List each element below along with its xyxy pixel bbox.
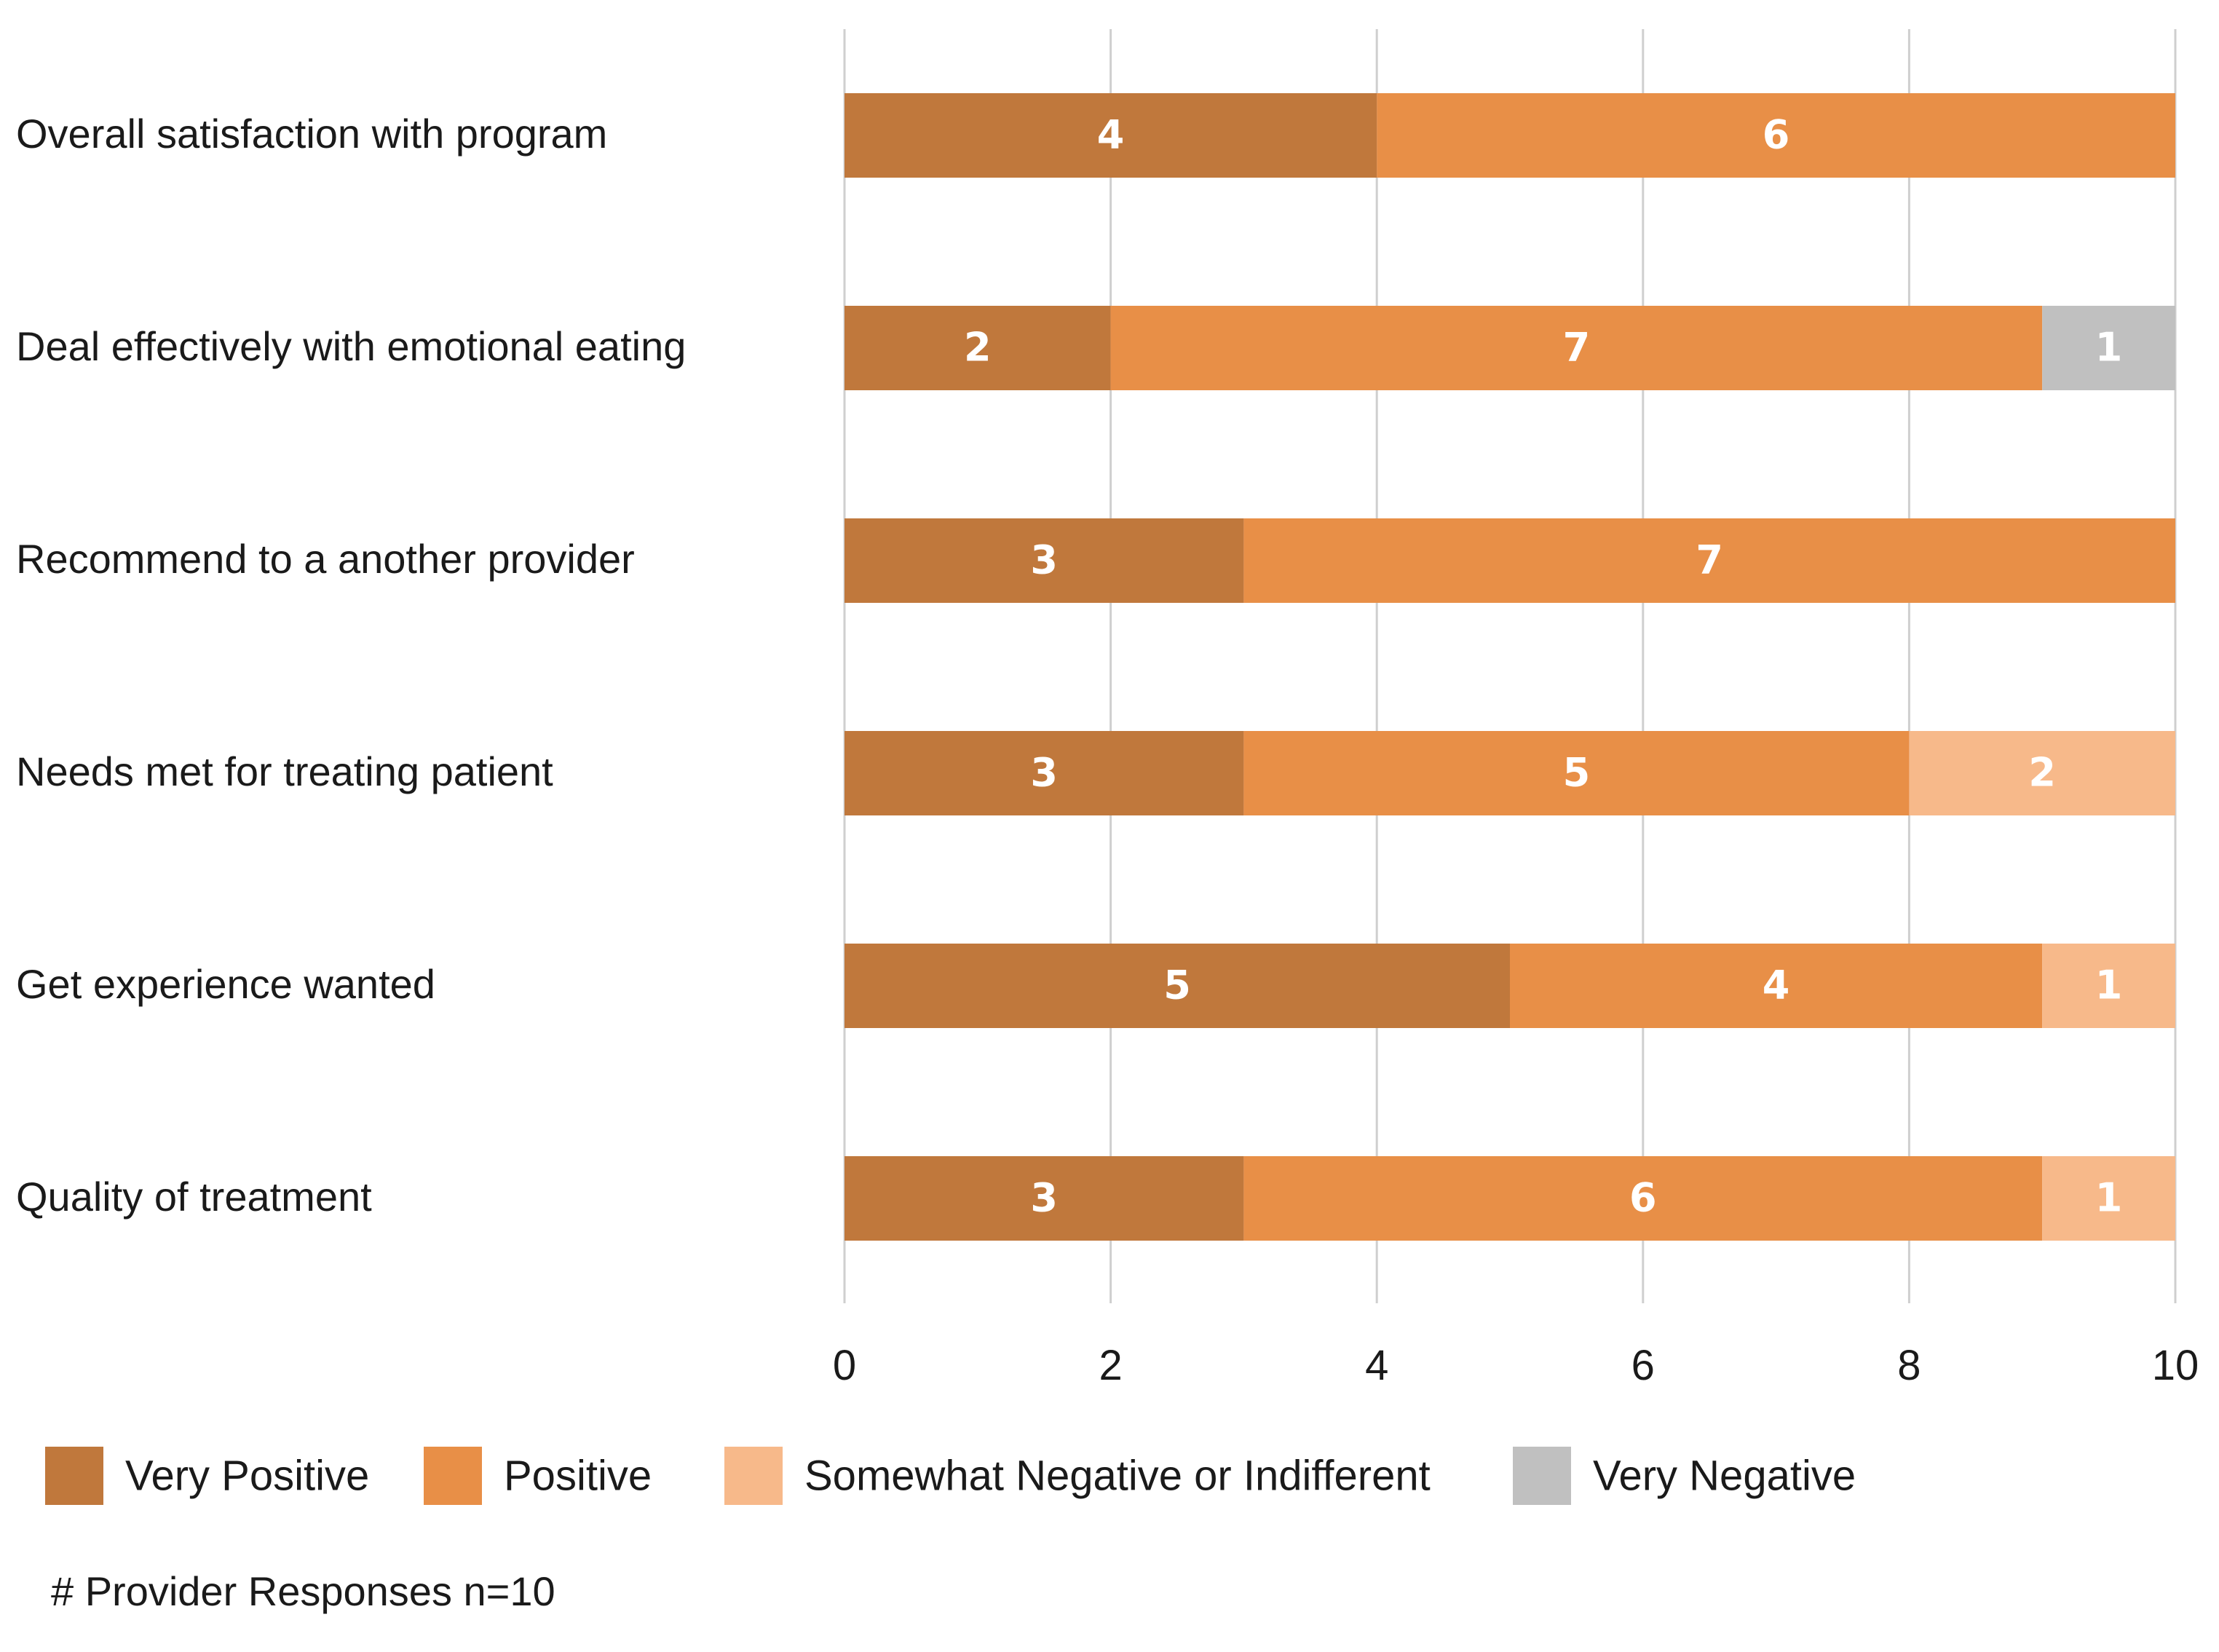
- data-label-very-positive: 3: [1030, 750, 1058, 796]
- bar-segment-somewhat-negative-or-indifferent: [2042, 1156, 2175, 1241]
- x-tick-label-8: 8: [1897, 1342, 1921, 1389]
- bar-segment-positive: [1110, 306, 2043, 390]
- data-label-positive: 6: [1629, 1175, 1657, 1221]
- bar-segment-very-positive: [845, 306, 1111, 390]
- data-label-very-positive: 2: [964, 325, 992, 371]
- x-tick-label-2: 2: [1099, 1342, 1122, 1389]
- data-label-somewhat-negative-or-indifferent: 2: [2028, 750, 2056, 796]
- data-label-very-positive: 3: [1030, 1175, 1058, 1221]
- bar-segment-very-negative: [2042, 306, 2175, 390]
- bars: 4 6 2 7 1 3 7 3 5 2 5 4 1 3 6 1: [845, 93, 2175, 1241]
- category-label: Deal effectively with emotional eating: [16, 323, 686, 369]
- x-tick-label-4: 4: [1365, 1342, 1388, 1389]
- bar-segment-positive: [1243, 1156, 2043, 1241]
- data-label-very-negative: 1: [2095, 325, 2123, 371]
- x-axis-ticks: 0 2 4 6 8 10: [833, 1342, 2199, 1389]
- category-label: Quality of treatment: [16, 1174, 372, 1220]
- category-label: Overall satisfaction with program: [16, 111, 607, 157]
- bar-segment-positive: [1377, 93, 2175, 178]
- bar-segment-very-positive: [845, 1156, 1244, 1241]
- category-label: Recommend to a another provider: [16, 536, 635, 582]
- bar-segment-positive: [1243, 518, 2175, 603]
- legend-label-very-negative: Very Negative: [1593, 1452, 1856, 1499]
- category-label: Get experience wanted: [16, 961, 435, 1007]
- legend-label-somewhat-negative-or-indifferent: Somewhat Negative or Indifferent: [804, 1452, 1431, 1499]
- data-label-very-positive: 3: [1030, 537, 1058, 583]
- legend-swatch-very-positive: [45, 1447, 103, 1505]
- data-label-somewhat-negative-or-indifferent: 1: [2095, 1175, 2123, 1221]
- bar-segment-very-positive: [845, 944, 1510, 1028]
- data-label-very-positive: 4: [1097, 112, 1125, 158]
- data-label-positive: 5: [1563, 750, 1591, 796]
- bar-segment-positive: [1243, 731, 1910, 815]
- legend-label-very-positive: Very Positive: [125, 1452, 369, 1499]
- gridlines: [843, 29, 2177, 1303]
- bar-segment-positive: [1510, 944, 2043, 1028]
- bar-segment-very-positive: [845, 731, 1244, 815]
- data-label-positive: 4: [1763, 963, 1790, 1008]
- data-label-somewhat-negative-or-indifferent: 1: [2095, 963, 2123, 1008]
- x-tick-label-10: 10: [2152, 1342, 2199, 1389]
- data-label-very-positive: 5: [1163, 963, 1191, 1008]
- legend-label-positive: Positive: [504, 1452, 652, 1499]
- bar-segment-very-positive: [845, 93, 1377, 178]
- legend-swatch-positive: [424, 1447, 482, 1505]
- data-label-positive: 7: [1563, 325, 1591, 371]
- data-label-positive: 7: [1696, 537, 1723, 583]
- data-label-positive: 6: [1763, 112, 1790, 158]
- bar-segment-somewhat-negative-or-indifferent: [2042, 944, 2175, 1028]
- x-tick-label-6: 6: [1631, 1342, 1655, 1389]
- legend: Very Positive Positive Somewhat Negative o…: [45, 1447, 1856, 1505]
- legend-swatch-very-negative: [1513, 1447, 1571, 1505]
- sample-size-note: # Provider Responses n=10: [51, 1568, 555, 1614]
- category-labels: Overall satisfaction with program Deal ef…: [16, 111, 686, 1220]
- bar-segment-very-positive: [845, 518, 1244, 603]
- x-tick-label-0: 0: [833, 1342, 856, 1389]
- legend-swatch-somewhat-negative-or-indifferent: [724, 1447, 783, 1505]
- category-label: Needs met for treating patient: [16, 748, 553, 794]
- bar-segment-somewhat-negative-or-indifferent: [1909, 731, 2175, 815]
